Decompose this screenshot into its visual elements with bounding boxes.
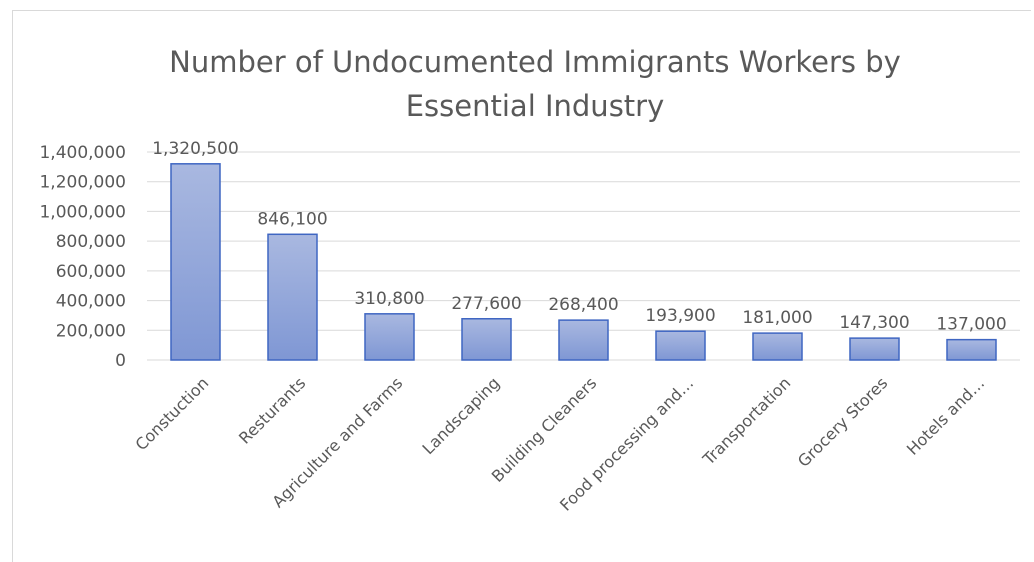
bars	[170, 163, 997, 361]
y-tick-label: 1,200,000	[39, 173, 126, 193]
bar	[946, 338, 997, 361]
data-label: 137,000	[936, 315, 1006, 335]
category-label: Resturants	[235, 373, 309, 447]
category-label: Constuction	[132, 373, 213, 454]
bar	[364, 313, 415, 361]
category-label: Transportation	[698, 373, 794, 469]
category-label: Hotels and…	[903, 373, 988, 458]
data-labels: 1,320,500 846,100 310,800 277,600 268,400 193…	[152, 139, 1006, 335]
chart-title-line-1: Number of Undocumented Immigrants Worker…	[169, 45, 901, 79]
bar	[170, 163, 221, 361]
data-label: 193,900	[645, 306, 715, 326]
data-label: 846,100	[257, 209, 327, 229]
data-label: 277,600	[451, 294, 521, 314]
bar	[558, 319, 609, 361]
bar	[267, 233, 318, 361]
data-label: 268,400	[548, 295, 618, 315]
data-label: 147,300	[839, 313, 909, 333]
y-axis-ticks: 0 200,000 400,000 600,000 800,000 1,000,000 1,…	[39, 143, 126, 371]
y-tick-label: 1,000,000	[39, 202, 126, 222]
category-label: Landscaping	[419, 373, 504, 458]
bar	[461, 318, 512, 361]
y-tick-label: 400,000	[56, 292, 126, 312]
bar	[849, 337, 900, 361]
data-label: 181,000	[742, 308, 812, 328]
y-tick-label: 600,000	[56, 262, 126, 282]
data-label: 1,320,500	[152, 139, 239, 159]
data-label: 310,800	[354, 289, 424, 309]
y-tick-label: 800,000	[56, 232, 126, 252]
y-tick-label: 200,000	[56, 321, 126, 341]
bar	[655, 330, 706, 361]
y-tick-label: 1,400,000	[39, 143, 126, 163]
category-label: Building Cleaners	[488, 373, 601, 486]
chart-title: Number of Undocumented Immigrants Worker…	[0, 40, 1034, 128]
y-tick-label: 0	[115, 351, 126, 371]
bar	[752, 332, 803, 361]
chart-title-line-2: Essential Industry	[405, 89, 665, 123]
category-label: Grocery Stores	[794, 373, 891, 470]
